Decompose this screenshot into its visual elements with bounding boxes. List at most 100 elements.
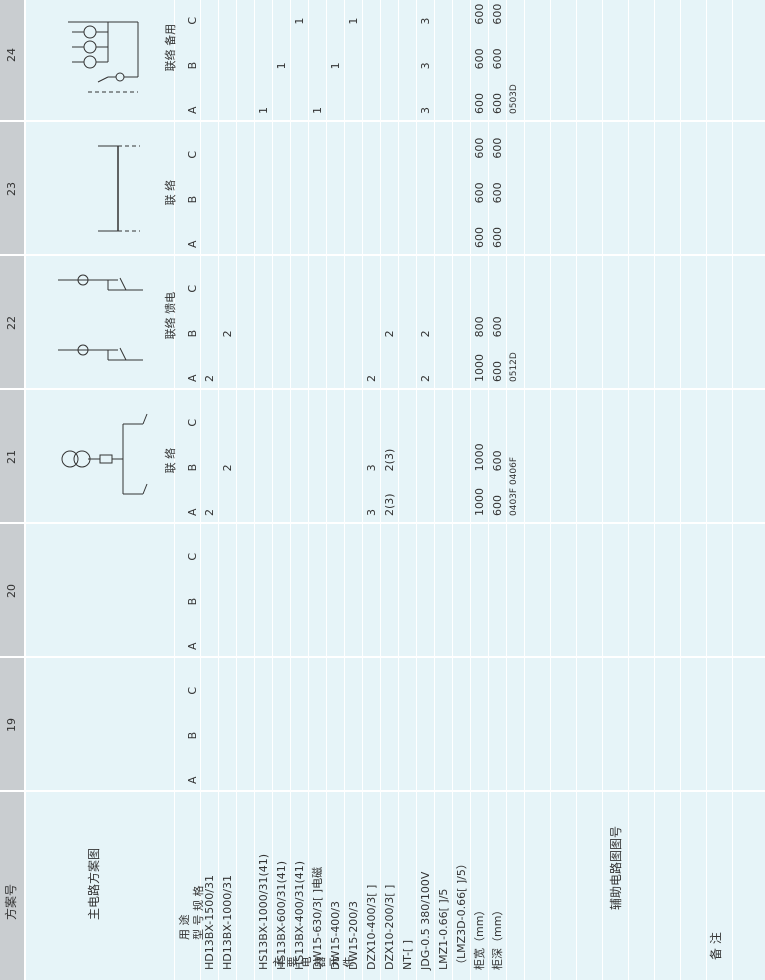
quantity-cell: 2	[203, 375, 216, 382]
row-divider	[470, 0, 471, 980]
quantity-cell: 1	[293, 17, 306, 25]
row-divider	[602, 0, 603, 980]
row-divider	[416, 0, 417, 980]
plan-number: 19	[5, 718, 18, 732]
cabinet-depth: 600	[491, 48, 504, 70]
row-divider	[308, 0, 309, 980]
cabinet-width: 1000	[473, 354, 486, 382]
quantity-cell: 2	[365, 375, 378, 382]
phase-label: B	[186, 329, 199, 338]
phase-label: A	[186, 508, 199, 516]
model-spec-label: 型 号 规 格	[192, 885, 205, 941]
plan-number: 23	[5, 182, 18, 196]
cabinet-width: 1000	[473, 443, 486, 472]
quantity-cell: 2	[221, 330, 234, 338]
component-spec: HD13BX-1000/31	[221, 875, 234, 970]
cabinet-width: 1000	[473, 488, 486, 516]
circuit-diagram-24	[68, 21, 139, 93]
cabinet-depth: 600	[491, 93, 504, 114]
phase-label: C	[186, 150, 199, 159]
header-divider	[24, 0, 26, 980]
row-divider	[550, 0, 551, 980]
quantity-cell: 3	[419, 17, 432, 25]
cabinet-depth: 600	[491, 182, 504, 204]
phase-label: C	[186, 16, 199, 25]
component-spec: 柜深（mm）	[491, 904, 504, 970]
plan-number: 20	[5, 584, 18, 598]
component-spec: （LMZ3D-0.66[ ]/5）	[455, 858, 468, 970]
aux-drawing-number: 0403F 0406F	[509, 456, 519, 516]
column-divider	[0, 656, 765, 658]
aux-drawing-number: 0503D	[509, 84, 519, 114]
component-spec: HS13BX-600/31(41)	[275, 860, 288, 970]
quantity-cell: 2(3)	[383, 493, 396, 516]
component-spec: HS13BX-400/31(41)	[293, 860, 306, 970]
row-divider	[654, 0, 655, 980]
cabinet-depth: 600	[491, 137, 504, 159]
quantity-cell: 2(3)	[383, 448, 396, 472]
plan-number: 24	[5, 48, 18, 62]
quantity-cell: 1	[311, 107, 324, 114]
quantity-cell: 1	[329, 62, 342, 70]
quantity-cell: 3	[419, 62, 432, 70]
row-divider	[272, 0, 273, 980]
row-divider	[344, 0, 345, 980]
quantity-cell: 2	[221, 464, 234, 472]
quantity-cell: 3	[419, 107, 432, 114]
component-spec: HS13BX-1000/31(41)	[257, 853, 270, 970]
row-divider	[452, 0, 453, 980]
circuit-diagram-22	[58, 274, 143, 361]
row-divider	[706, 0, 707, 980]
row-divider	[488, 0, 489, 980]
row-divider	[434, 0, 435, 980]
row-divider	[290, 0, 291, 980]
aux-drawing-number: 0512D	[509, 352, 519, 382]
row-divider	[680, 0, 681, 980]
row-divider	[174, 0, 175, 980]
row-divider	[398, 0, 399, 980]
cabinet-depth: 600	[491, 450, 504, 472]
row-divider	[200, 0, 201, 980]
phase-label: A	[186, 106, 199, 114]
cabinet-depth: 600	[491, 316, 504, 338]
component-spec: LMZ1-0.66[ ]/5	[437, 888, 450, 970]
main-elements-label: 主要电器元件	[272, 956, 355, 968]
row-divider	[254, 0, 255, 980]
component-spec: NT-[ ]	[401, 940, 414, 970]
cabinet-depth: 600	[491, 361, 504, 382]
plan-number: 22	[5, 316, 18, 330]
circuit-diagram-21	[61, 413, 148, 495]
cabinet-width: 600	[473, 48, 486, 70]
scheme-number-label: 方案号	[4, 883, 18, 920]
cabinet-depth: 600	[491, 3, 504, 25]
remarks-label: 备 注	[709, 932, 723, 960]
quantity-cell: 2	[419, 330, 432, 338]
quantity-cell: 2	[383, 330, 396, 338]
quantity-cell: 2	[419, 375, 432, 382]
component-spec: DZX10-200/3[ ]	[383, 884, 396, 970]
cabinet-width: 800	[473, 316, 486, 338]
row-divider	[326, 0, 327, 980]
cabinet-width: 600	[473, 137, 486, 159]
phase-label: C	[186, 418, 199, 427]
cabinet-width: 600	[473, 182, 486, 204]
row-divider	[236, 0, 237, 980]
aux-circuit-label: 辅助电路图图号	[609, 825, 623, 910]
row-divider	[576, 0, 577, 980]
phase-label: B	[186, 61, 199, 70]
main-circuit-diagram-label: 主电路方案图	[87, 847, 101, 920]
cabinet-depth: 600	[491, 495, 504, 516]
phase-label: C	[186, 284, 199, 293]
cabinet-width: 600	[473, 93, 486, 114]
quantity-cell: 1	[257, 107, 270, 114]
row-divider	[524, 0, 525, 980]
component-spec: 柜宽（mm）	[473, 904, 486, 970]
quantity-cell: 1	[347, 17, 360, 25]
phase-label: C	[186, 686, 199, 695]
cabinet-width: 600	[473, 3, 486, 25]
purpose-label: 用 途	[178, 914, 191, 941]
component-spec: JDG-0.5 380/100V	[419, 871, 432, 970]
row-divider	[380, 0, 381, 980]
